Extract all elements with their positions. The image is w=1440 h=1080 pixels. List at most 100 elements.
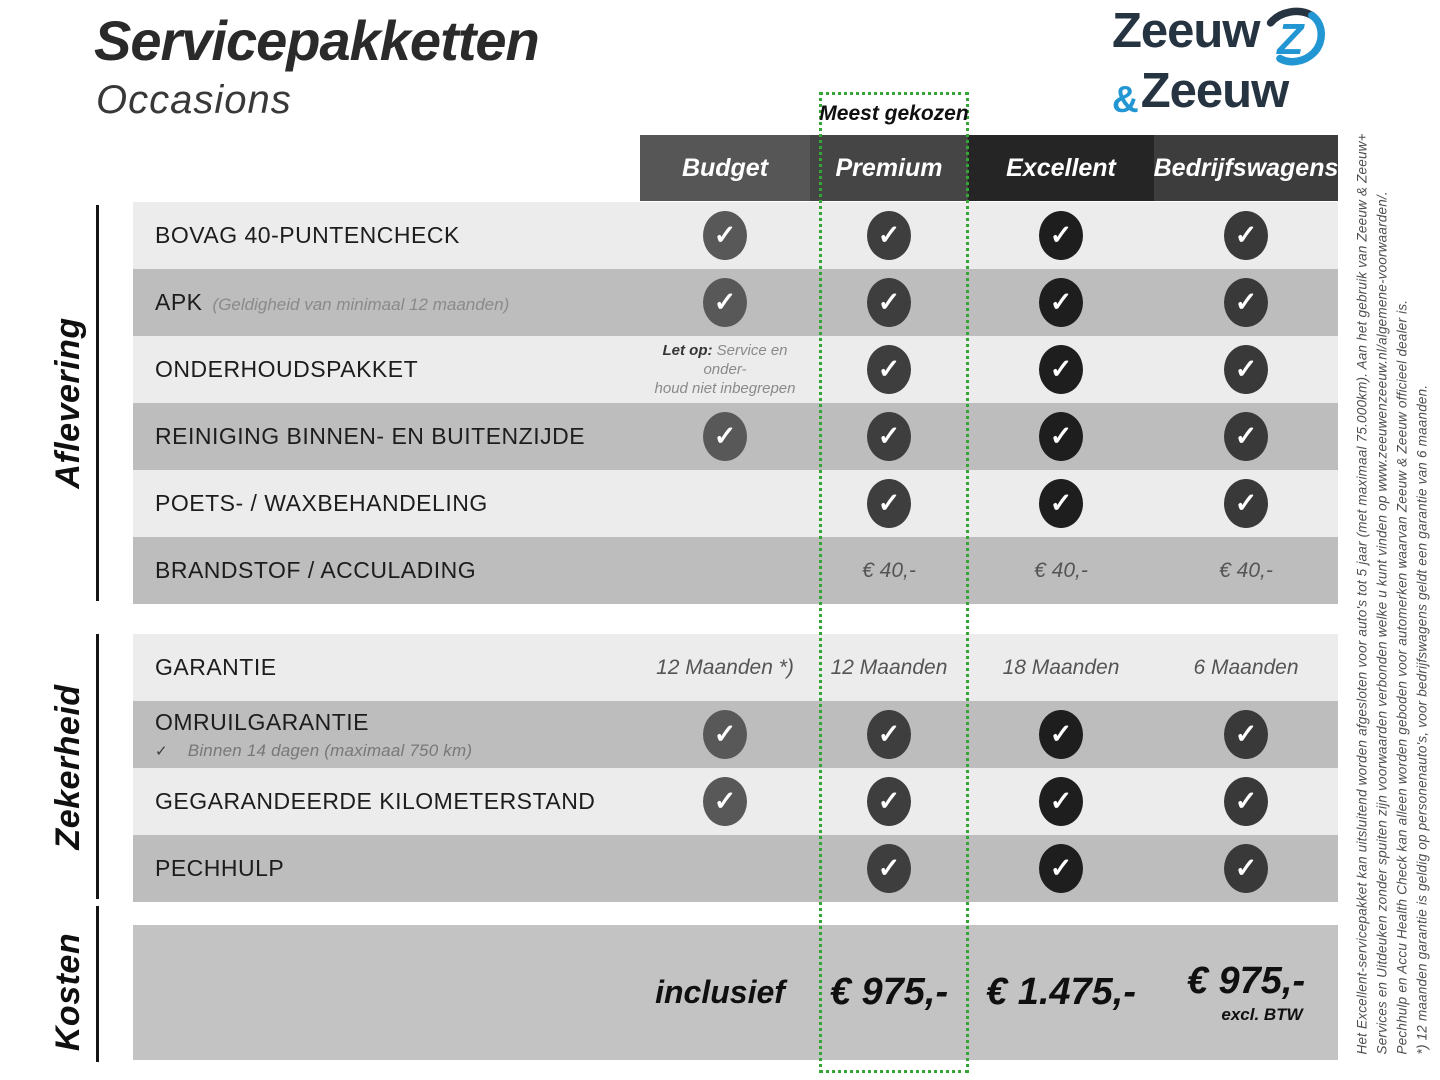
table-cell: ✓: [640, 701, 810, 768]
table-cell: ✓: [1154, 202, 1338, 269]
table-cell: ✓: [810, 202, 968, 269]
section-label-aflevering: Aflevering: [49, 317, 87, 489]
row-label: GEGARANDEERDE KILOMETERSTAND: [155, 788, 596, 814]
table-cell: ✓: [640, 403, 810, 470]
row-subnote: ✓ Binnen 14 dagen (maximaal 750 km): [155, 740, 473, 760]
check-icon: ✓: [867, 412, 911, 461]
table-cell: [640, 470, 810, 537]
table-cell: 18 Maanden: [968, 634, 1154, 701]
check-icon: ✓: [703, 278, 747, 327]
table-cell: 6 Maanden: [1154, 634, 1338, 701]
disclaimer-text: Het Excellent-servicepakket kan uitsluit…: [1353, 133, 1433, 1055]
check-icon: ✓: [867, 211, 911, 260]
page-subtitle: Occasions: [96, 78, 292, 122]
cell-value: 12 Maanden *): [656, 655, 794, 679]
check-icon: ✓: [867, 345, 911, 394]
page-title: Servicepakketten: [94, 9, 540, 72]
check-icon: ✓: [703, 710, 747, 759]
disclaimer-line: Services en Uitdeuken zonder spuiten zij…: [1374, 191, 1390, 1055]
row-label: ONDERHOUDSPAKKET: [155, 356, 419, 382]
cost-value-premium: € 975,-: [829, 971, 949, 1013]
table-cell: ✓: [810, 470, 968, 537]
zeeuw-en-zeeuw-logo: Zeeuw Z & Zeeuw: [1112, 4, 1327, 120]
column-header-budget: Budget: [640, 135, 810, 201]
check-icon: ✓: [1224, 412, 1268, 461]
check-icon: ✓: [1039, 777, 1083, 826]
column-header-bedrijfswagens: Bedrijfswagens: [1154, 135, 1338, 201]
cost-value-bedrijfswagens: € 975,-: [1186, 960, 1306, 1002]
check-icon: ✓: [1224, 211, 1268, 260]
check-icon: ✓: [1224, 710, 1268, 759]
disclaimer-line: *) 12 maanden garantie is geldig op pers…: [1414, 384, 1430, 1055]
column-header-premium: Premium: [810, 135, 968, 201]
svg-text:Z: Z: [1276, 16, 1306, 64]
row-label: APK (Geldigheid van minimaal 12 maanden): [155, 289, 510, 315]
table-cell: ✓: [810, 403, 968, 470]
check-icon: ✓: [1224, 844, 1268, 893]
check-icon: ✓: [1039, 278, 1083, 327]
table-cell: ✓: [1154, 470, 1338, 537]
table-row: GARANTIE 12 Maanden *) 12 Maanden 18 Maande…: [133, 634, 1338, 701]
table-cell: ✓: [1154, 403, 1338, 470]
cell-warning-note: Let op: Service en onder-houd niet inbeg…: [654, 342, 796, 397]
check-icon: ✓: [867, 844, 911, 893]
table-row: REINIGING BINNEN- EN BUITENZIJDE ✓ ✓ ✓ ✓: [133, 403, 1338, 470]
table-cell: ✓: [810, 701, 968, 768]
table-cell: ✓: [968, 336, 1154, 403]
cost-value-excellent: € 1.475,-: [986, 971, 1136, 1013]
disclaimer-line: Het Excellent-servicepakket kan uitsluit…: [1354, 133, 1370, 1055]
table-cell: ✓: [810, 336, 968, 403]
check-icon: ✓: [1224, 777, 1268, 826]
row-label: BRANDSTOF / ACCULADING: [155, 557, 477, 583]
table-row: PECHHULP ✓ ✓ ✓: [133, 835, 1338, 902]
table-cell: ✓: [968, 835, 1154, 902]
table-cell: Let op: Service en onder-houd niet inbeg…: [640, 336, 810, 403]
cell-value: € 40,-: [1034, 558, 1088, 582]
check-icon: ✓: [1039, 844, 1083, 893]
table-cell: € 40,-: [968, 537, 1154, 604]
table-cell: ✓: [640, 269, 810, 336]
table-cell: ✓: [968, 701, 1154, 768]
check-icon: ✓: [1224, 345, 1268, 394]
cell-value: € 40,-: [1219, 558, 1273, 582]
table-cell: ✓: [1154, 269, 1338, 336]
table-row: GEGARANDEERDE KILOMETERSTAND ✓ ✓ ✓ ✓: [133, 768, 1338, 835]
column-header-excellent: Excellent: [968, 135, 1154, 201]
logo-word-2: Zeeuw: [1140, 64, 1289, 118]
cell-value: € 40,-: [862, 558, 916, 582]
table-cell: ✓: [968, 768, 1154, 835]
row-note: (Geldigheid van minimaal 12 maanden): [212, 295, 510, 314]
check-icon: ✓: [1039, 412, 1083, 461]
table-cell: ✓: [968, 202, 1154, 269]
check-icon: ✓: [867, 278, 911, 327]
table-row: ONDERHOUDSPAKKET Let op: Service en onder…: [133, 336, 1338, 403]
table-row: APK (Geldigheid van minimaal 12 maanden) ✓…: [133, 269, 1338, 336]
table-cell: ✓: [640, 202, 810, 269]
check-icon: ✓: [867, 777, 911, 826]
most-chosen-label: Meest gekozen: [819, 102, 969, 125]
table-row: BRANDSTOF / ACCULADING € 40,- € 40,- € 40,-: [133, 537, 1338, 604]
table-cell: € 40,-: [810, 537, 968, 604]
check-icon: ✓: [1224, 278, 1268, 327]
check-icon: ✓: [1224, 479, 1268, 528]
section-label-kosten: Kosten: [49, 932, 87, 1052]
table-cell: ✓: [968, 403, 1154, 470]
logo-word-1: Zeeuw: [1112, 4, 1260, 58]
check-icon: ✓: [1039, 211, 1083, 260]
table-row: OMRUILGARANTIE ✓ Binnen 14 dagen (maximaal…: [133, 701, 1338, 768]
table-cell: ✓: [1154, 768, 1338, 835]
section-line-kosten: [96, 906, 99, 1062]
cell-value: 6 Maanden: [1193, 655, 1299, 679]
cell-value: 12 Maanden: [830, 655, 948, 679]
row-label: POETS- / WAXBEHANDELING: [155, 490, 488, 516]
check-icon: ✓: [703, 412, 747, 461]
table-cell: 12 Maanden: [810, 634, 968, 701]
table-cell: ✓: [640, 768, 810, 835]
cell-value: 18 Maanden: [1002, 655, 1120, 679]
table-cell: ✓: [968, 470, 1154, 537]
row-label: REINIGING BINNEN- EN BUITENZIJDE: [155, 423, 586, 449]
table-cell: ✓: [1154, 835, 1338, 902]
row-label: OMRUILGARANTIE ✓ Binnen 14 dagen (maximaal…: [155, 708, 473, 760]
logo-ampersand: &: [1112, 79, 1139, 120]
